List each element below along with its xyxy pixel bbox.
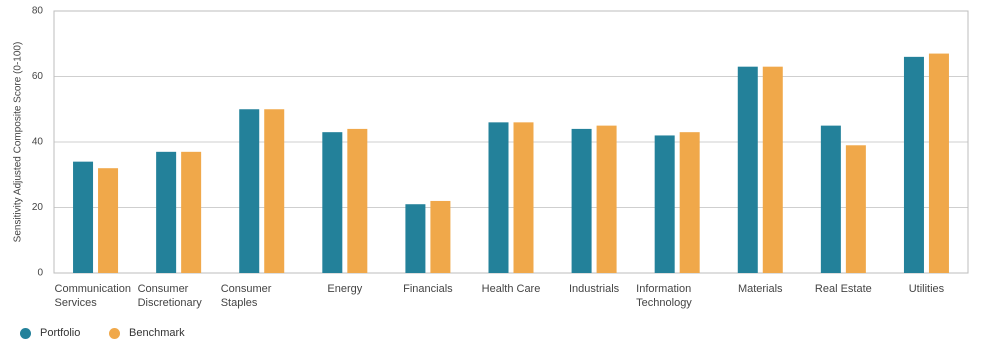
x-tick-label-box: Consumer Staples bbox=[220, 282, 303, 310]
bar bbox=[654, 135, 675, 273]
bar bbox=[239, 109, 260, 273]
x-tick-label-box: Energy bbox=[303, 282, 386, 296]
bar bbox=[322, 132, 343, 273]
legend-swatch bbox=[109, 327, 120, 339]
y-tick-label: 80 bbox=[32, 6, 44, 17]
bar bbox=[264, 109, 285, 273]
x-tick-label: Consumer Staples bbox=[220, 283, 272, 309]
x-tick-label: Energy bbox=[327, 283, 363, 295]
x-tick-label-box: Materials bbox=[719, 282, 802, 296]
bar bbox=[928, 53, 949, 274]
x-tick-label-box: Real Estate bbox=[802, 282, 885, 296]
bar bbox=[762, 66, 783, 273]
bar bbox=[73, 161, 94, 273]
bar bbox=[596, 125, 617, 273]
x-tick-label-box: Consumer Discretionary bbox=[137, 282, 220, 310]
bar bbox=[98, 168, 119, 273]
bar bbox=[571, 128, 592, 273]
bar bbox=[679, 132, 700, 273]
bar bbox=[513, 122, 534, 273]
y-tick-label: 60 bbox=[32, 71, 44, 82]
bar bbox=[903, 56, 924, 273]
legend-swatch bbox=[20, 327, 31, 339]
bar bbox=[347, 128, 368, 273]
y-tick-label: 20 bbox=[32, 202, 44, 213]
plot-border bbox=[53, 10, 969, 274]
y-tick-label: 0 bbox=[37, 268, 43, 279]
x-tick-label-box: Utilities bbox=[885, 282, 968, 296]
bar bbox=[156, 151, 177, 273]
legend-item: Benchmark bbox=[109, 327, 185, 339]
bar bbox=[488, 122, 509, 273]
bar bbox=[820, 125, 841, 273]
y-axis-title: Sensitivity Adjusted Composite Score (0-… bbox=[13, 42, 24, 243]
x-tick-label: Consumer Discretionary bbox=[137, 283, 202, 309]
x-tick-label: Health Care bbox=[481, 283, 541, 295]
x-tick-label-box: Financials bbox=[386, 282, 469, 296]
legend-item: Portfolio bbox=[20, 327, 80, 339]
bar bbox=[737, 66, 758, 273]
x-tick-label: Financials bbox=[403, 283, 453, 295]
legend-label: Benchmark bbox=[129, 327, 185, 339]
y-tick-label: 40 bbox=[32, 137, 44, 148]
x-tick-label-box: Communication Services bbox=[54, 282, 137, 310]
x-tick-label: Materials bbox=[737, 283, 783, 295]
bar bbox=[845, 145, 866, 273]
x-tick-label: Communication Services bbox=[54, 283, 131, 309]
x-tick-label-box: Information Technology bbox=[636, 282, 719, 310]
x-tick-label: Information Technology bbox=[636, 283, 692, 309]
x-tick-label: Real Estate bbox=[814, 283, 872, 295]
bar bbox=[430, 200, 451, 273]
x-tick-label: Utilities bbox=[908, 283, 945, 295]
x-tick-label-box: Industrials bbox=[553, 282, 636, 296]
bar bbox=[405, 204, 426, 273]
x-tick-label: Industrials bbox=[569, 283, 620, 295]
x-tick-label-box: Health Care bbox=[469, 282, 552, 296]
bar bbox=[181, 151, 202, 273]
legend-label: Portfolio bbox=[40, 327, 81, 339]
